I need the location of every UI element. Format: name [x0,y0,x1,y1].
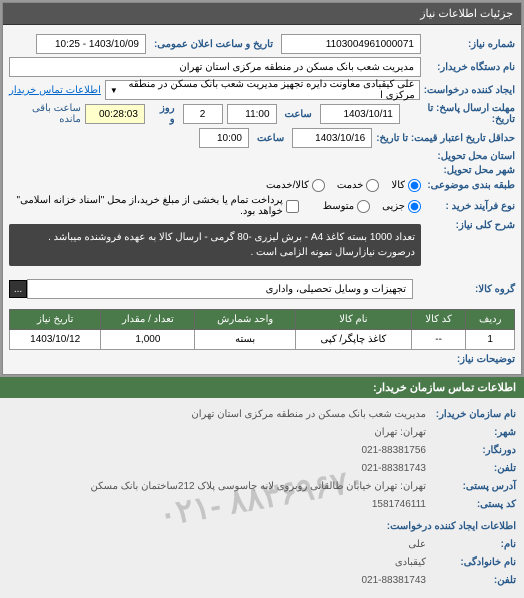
family-value: کیقبادی [395,554,426,572]
deadline-time-field: 11:00 [227,104,277,124]
days-label: روز و [153,103,175,125]
workphone-label: دورنگار: [426,442,516,460]
items-table: ردیف کد کالا نام کالا واحد شمارش تعداد /… [9,309,515,350]
name-value: علی [408,536,426,554]
packaging-radio-group: کالا خدمت کالا/خدمت [266,179,421,192]
contact-phone-label: تلفن: [426,572,516,590]
city-contact-label: شهر: [426,424,516,442]
city-label: شهر محل تحویل: [425,165,515,176]
notes-label: توضیحات نیاز: [425,354,515,365]
remaining-label: ساعت باقی مانده [9,103,81,125]
family-label: نام خانوادگی: [426,554,516,572]
cell-code: -- [411,330,466,350]
radio-small[interactable]: جزیی [382,200,421,213]
panel-header: جزئیات اطلاعات نیاز [3,3,521,25]
datetime-field: 1403/10/09 - 10:25 [36,34,146,54]
postal-value: 1581746111 [372,496,426,514]
time-label-1: ساعت [285,109,312,120]
city-contact-value: تهران: تهران [374,424,426,442]
th-name: نام کالا [296,310,412,330]
contact-body: ۸۸۳۶۹۶۷۰ -۰۲۱ نام سازمان خریدار:مدیریت ش… [0,398,524,598]
workphone-value: 021-88381756 [361,442,426,460]
number-label: شماره نیاز: [425,39,515,50]
contact-section-header: اطلاعات تماس سازمان خریدار: [0,377,524,398]
time-label-2: ساعت [257,133,284,144]
radio-both[interactable]: کالا/خدمت [266,179,325,192]
deadline-label: مهلت ارسال پاسخ: تا تاریخ: [404,103,515,125]
th-code: کد کالا [411,310,466,330]
name-label: نام: [426,536,516,554]
cell-date: 1403/10/12 [10,330,101,350]
address-label: آدرس پستی: [426,478,516,496]
validity-time-field: 10:00 [199,128,249,148]
radio-service[interactable]: خدمت [337,179,380,192]
cell-name: کاغذ چاپگر/ کپی [296,330,412,350]
remaining-time-field: 00:28:03 [85,104,145,124]
th-date: تاریخ نیاز [10,310,101,330]
address-value: تهران: تهران خیابان طالقانی روبروی لانه … [91,478,426,496]
device-name-field: مدیریت شعب بانک مسکن در منطقه مرکزی استا… [9,57,421,77]
treasury-checkbox[interactable]: پرداخت تمام یا بخشی از مبلغ خرید،از محل … [9,195,299,217]
phone-value: 021-88381743 [361,460,426,478]
org-label: نام سازمان خریدار: [426,406,516,424]
chevron-down-icon: ▼ [110,86,118,95]
th-row: ردیف [466,310,515,330]
validity-label: حداقل تاریخ اعتبار قیمت: تا تاریخ: [376,133,515,144]
org-value: مدیریت شعب بانک مسکن در منطقه مرکزی استا… [191,406,426,424]
province-label: استان محل تحویل: [425,151,515,162]
cell-unit: بسته [195,330,296,350]
group-field: تجهیزات و وسایل تحصیلی، واداری [27,279,413,299]
radio-medium[interactable]: متوسط [323,200,370,213]
radio-kala[interactable]: کالا [391,179,421,192]
table-row[interactable]: 1 -- کاغذ چاپگر/ کپی بسته 1,000 1403/10/… [10,330,515,350]
contact-phone-value: 021-88381743 [361,572,426,590]
group-label: گروه کالا: [425,284,515,295]
number-field: 1103004961000071 [281,34,421,54]
th-qty: تعداد / مقدار [101,310,195,330]
deadline-date-field: 1403/10/11 [320,104,400,124]
creator-dropdown[interactable]: علی کیقبادی معاونت دایره تجهیز مدیریت شع… [105,80,420,100]
postal-label: کد پستی: [426,496,516,514]
desc-label: شرح کلی نیاز: [425,220,515,231]
creator-info-header: اطلاعات ایجاد کننده درخواست: [387,518,516,536]
purchase-type-label: نوع فرآیند خرید : [425,201,515,212]
cell-qty: 1,000 [101,330,195,350]
cell-row: 1 [466,330,515,350]
buyer-contact-link[interactable]: اطلاعات تماس خریدار [9,85,101,96]
days-field: 2 [183,104,223,124]
phone-label: تلفن: [426,460,516,478]
device-name-label: نام دستگاه خریدار: [425,62,515,73]
packaging-label: طبقه بندی موضوعی: [425,180,515,191]
group-expand-button[interactable]: ... [9,280,27,298]
desc-box: تعداد 1000 بسته کاغذ A4 - برش لیزری -80 … [9,224,421,266]
purchase-type-radio-group: جزیی متوسط [323,200,421,213]
creator-label: ایجاد کننده درخواست: [424,85,515,96]
datetime-label: تاریخ و ساعت اعلان عمومی: [154,39,273,50]
validity-date-field: 1403/10/16 [292,128,372,148]
creator-value: علی کیقبادی معاونت دایره تجهیز مدیریت شع… [122,79,415,101]
th-unit: واحد شمارش [195,310,296,330]
